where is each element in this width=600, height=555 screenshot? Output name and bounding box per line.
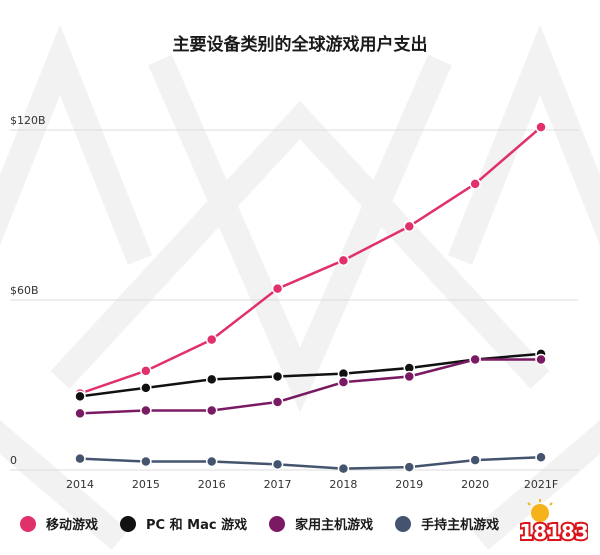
data-point-mobile [535, 121, 547, 133]
data-point-console [337, 376, 350, 388]
chart-title: 主要设备类别的全球游戏用户支出 [172, 35, 428, 55]
y-tick-label: 0 [10, 454, 17, 467]
data-point-mobile [337, 254, 350, 267]
data-point-console [469, 353, 481, 366]
data-point-handheld [74, 452, 86, 465]
x-tick-label: 2014 [66, 478, 94, 491]
legend-swatch-pc [120, 515, 137, 532]
legend: 移动游戏 PC 和 Mac 游戏 家用主机游戏 手持主机游戏 [20, 514, 521, 533]
data-point-console [205, 404, 218, 417]
x-tick-label: 2021F [524, 478, 558, 491]
data-point-handheld [337, 462, 350, 475]
data-point-pc [205, 373, 218, 386]
x-tick-label: 2015 [132, 478, 160, 491]
legend-label-console: 家用主机游戏 [295, 518, 374, 533]
series-line-console [79, 358, 541, 415]
line-chart: $120B $60B 0 2014 2015 2016 2017 2018 2019 2020 20… [10, 114, 578, 491]
legend-swatch-console [269, 515, 286, 532]
data-point-mobile [140, 365, 152, 377]
data-point-console [140, 404, 152, 417]
x-tick-label: 2018 [329, 478, 357, 491]
data-point-console [535, 353, 547, 366]
watermark-logo: 18183 [520, 499, 588, 546]
data-point-handheld [271, 458, 284, 471]
legend-item-handheld: 手持主机游戏 [395, 514, 499, 533]
legend-label-mobile: 移动游戏 [46, 518, 99, 533]
legend-label-pc: PC 和 Mac 游戏 [146, 518, 248, 533]
x-tick-label: 2017 [264, 478, 292, 491]
legend-item-mobile: 移动游戏 [20, 514, 98, 533]
series-line-mobile [79, 126, 542, 395]
legend-item-pc: PC 和 Mac 游戏 [120, 514, 247, 533]
data-point-mobile [205, 333, 218, 346]
data-point-mobile [271, 282, 284, 295]
series-line-handheld [79, 456, 542, 470]
x-tick-label: 2019 [395, 478, 423, 491]
data-point-handheld [140, 455, 152, 468]
y-tick-label: $120B [10, 114, 46, 127]
data-point-handheld [469, 454, 481, 466]
y-tick-label: $60B [10, 284, 39, 297]
data-point-mobile [403, 220, 416, 233]
data-point-console [271, 396, 284, 408]
x-tick-label: 2016 [198, 478, 226, 491]
legend-swatch-handheld [395, 515, 412, 532]
watermark-text: 18183 [520, 520, 588, 544]
legend-swatch-mobile [20, 515, 36, 532]
data-point-pc [74, 390, 86, 403]
data-point-pc [271, 370, 284, 383]
data-point-console [403, 370, 416, 383]
x-tick-label: 2020 [461, 478, 489, 491]
legend-label-handheld: 手持主机游戏 [421, 518, 500, 533]
data-point-console [74, 407, 86, 420]
data-point-handheld [205, 455, 218, 468]
data-point-mobile [469, 178, 481, 190]
data-point-handheld [535, 451, 547, 463]
data-point-pc [140, 382, 152, 394]
legend-item-console: 家用主机游戏 [269, 514, 373, 533]
data-point-handheld [403, 461, 416, 473]
series-line-pc [79, 352, 542, 398]
